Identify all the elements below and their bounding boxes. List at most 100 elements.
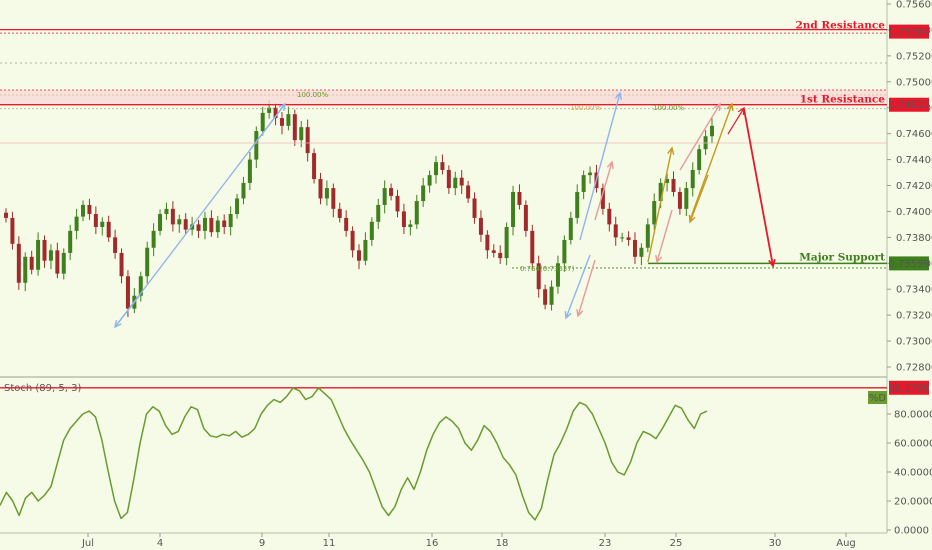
threshold-value-box	[889, 380, 929, 395]
candle-body	[113, 237, 118, 253]
candle-body	[170, 208, 175, 225]
candle-body	[209, 217, 214, 233]
candle-body	[81, 204, 86, 217]
grid	[0, 0, 888, 534]
level-value-label: 0.74823	[888, 100, 929, 111]
drawings: 2nd Resistance 1st Resistance Major Suppor…	[0, 20, 887, 329]
candle-body	[517, 191, 522, 205]
candle-body	[87, 204, 92, 215]
candle-body	[36, 239, 41, 270]
red-arrow-top	[727, 107, 745, 135]
candle-body	[697, 149, 702, 170]
candle-body	[151, 230, 156, 248]
blue-arrow-start	[114, 294, 141, 328]
candle-body	[222, 220, 227, 227]
candle-body	[555, 263, 560, 287]
time-tick-label: 11	[323, 538, 336, 549]
level-value-box	[889, 24, 929, 39]
level-value-box	[889, 97, 929, 112]
candle-body	[536, 263, 541, 290]
gold-arrow-1	[647, 147, 673, 263]
candle-body	[523, 204, 528, 231]
candle-body	[260, 112, 265, 132]
candle-body	[376, 204, 381, 222]
candle-body	[324, 188, 329, 199]
candle-body	[607, 208, 612, 225]
candle-body	[684, 188, 689, 209]
candle-body	[254, 131, 259, 160]
candle-body	[273, 107, 278, 119]
candle-body	[421, 185, 426, 202]
time-tick-label: Aug	[836, 538, 856, 549]
stoch-tick-label: 40.0000	[894, 468, 932, 479]
candle-body	[472, 198, 477, 218]
candle-body	[61, 252, 66, 274]
fib-label: 0.764(0.73537)	[520, 265, 575, 273]
axes: 0.756000.754000.752000.750000.748000.746…	[81, 0, 932, 549]
candle-body	[530, 230, 535, 264]
candle-body	[190, 224, 195, 230]
stoch-tick-label: 60.0000	[894, 439, 932, 450]
candle-body	[620, 237, 625, 239]
candle-body	[459, 177, 464, 186]
time-tick-label: 18	[496, 538, 509, 549]
candle-body	[427, 175, 432, 186]
stochastic-title: Stoch (89, 5, 3)	[4, 383, 81, 394]
stochastic-line	[0, 387, 708, 521]
candle-body	[100, 221, 105, 227]
blue-arrow-up-2-head	[614, 91, 622, 101]
red-projection-arrow	[743, 108, 774, 267]
time-tick-label: 9	[259, 538, 265, 549]
candle-body	[202, 217, 207, 231]
candle-body	[710, 125, 714, 137]
fib-label: 100.00%	[653, 104, 684, 112]
pink-arrow-up	[594, 161, 613, 221]
candle-body	[158, 214, 163, 231]
time-tick-label: Jul	[81, 538, 94, 549]
time-tick-label: 16	[426, 538, 439, 549]
candle-body	[677, 191, 682, 209]
resistance-1-zone	[0, 90, 887, 105]
candle-body	[588, 172, 593, 176]
candle-body	[125, 276, 130, 309]
candle-body	[671, 179, 676, 192]
candle-body	[145, 247, 150, 277]
candle-body	[363, 239, 368, 261]
stoch-tick-label: 80.0000	[894, 410, 932, 421]
candle-body	[581, 175, 586, 192]
candle-body	[235, 198, 240, 215]
level-value-box	[889, 256, 929, 271]
level-value-label: 0.75387	[888, 27, 929, 38]
resistance-2-label: 2nd Resistance	[795, 20, 885, 32]
candle-body	[575, 191, 580, 218]
candle-body	[318, 179, 323, 199]
time-tick-label: 23	[599, 538, 612, 549]
candle-body	[665, 179, 670, 183]
candles	[4, 100, 714, 318]
blue-arrow-up	[249, 103, 286, 151]
blue-arrow-down-2	[565, 254, 591, 319]
stoch-tick-label: 20.0000	[894, 497, 932, 508]
blue-arrow-start-head	[114, 320, 122, 329]
candle-body	[68, 230, 73, 253]
pink-arrow-down	[577, 259, 596, 317]
candle-body	[267, 107, 272, 113]
pink-arrow-down-2	[656, 209, 673, 263]
resistance-1-label: 1st Resistance	[800, 94, 886, 106]
gold-arrow-3	[689, 174, 709, 223]
pink-arrow-up-2	[679, 103, 721, 171]
candle-body	[16, 243, 21, 283]
candle-body	[23, 256, 28, 283]
candle-body	[4, 212, 8, 218]
candle-body	[401, 211, 406, 227]
